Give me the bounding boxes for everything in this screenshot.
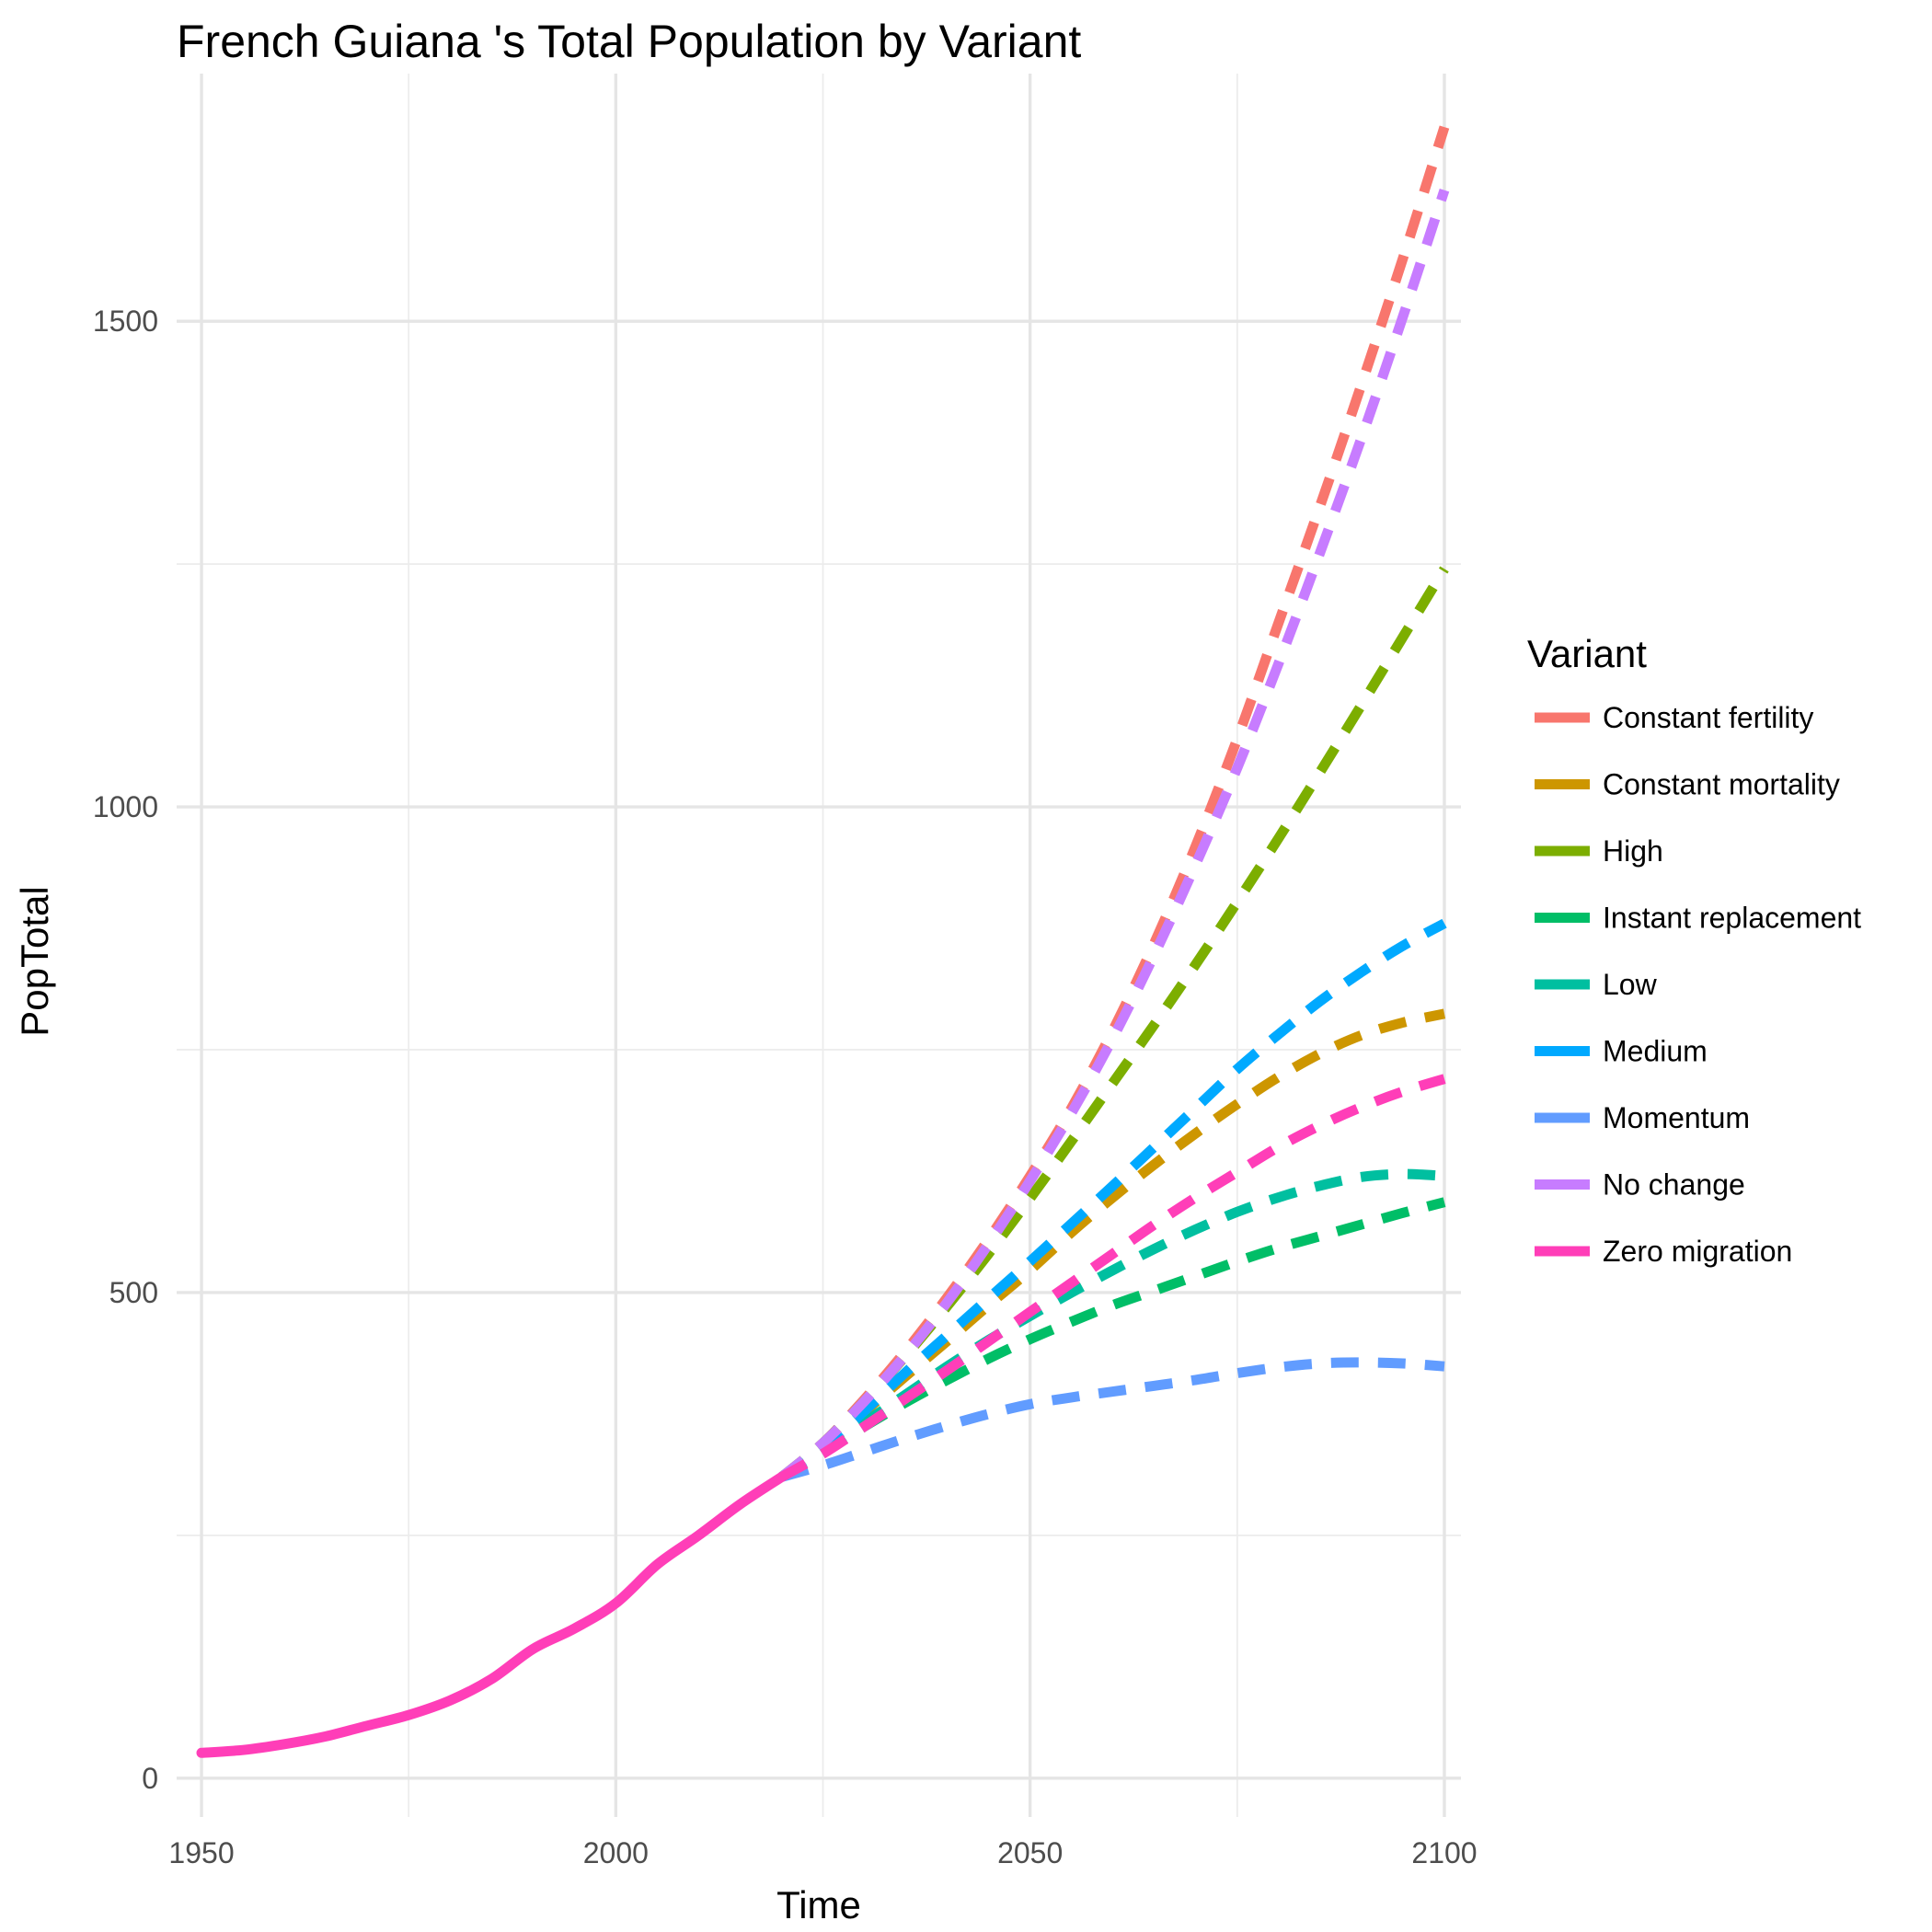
legend-label: Zero migration xyxy=(1603,1235,1792,1268)
legend-label: Constant mortality xyxy=(1603,768,1840,801)
series-line-constant-fertility xyxy=(777,125,1450,1481)
legend-label: Instant replacement xyxy=(1603,902,1861,935)
legend-title: Variant xyxy=(1527,632,1647,675)
y-tick-label: 0 xyxy=(142,1762,158,1795)
historical-line xyxy=(196,1472,787,1758)
legend: Variant Constant fertility Constant morta… xyxy=(1527,632,1861,1268)
legend-items: Constant fertility Constant mortality High… xyxy=(1535,701,1861,1268)
legend-label: No change xyxy=(1603,1168,1745,1202)
plot-lines xyxy=(196,125,1450,1758)
series-line-instant-replacement xyxy=(778,1197,1446,1482)
series-line-zero-migration xyxy=(778,1074,1446,1482)
series-line-low xyxy=(778,1168,1445,1482)
series-line-medium xyxy=(778,918,1447,1481)
x-axis-title: Time xyxy=(776,1883,861,1926)
x-tick-label: 2050 xyxy=(997,1836,1063,1869)
series-line-momentum xyxy=(780,1357,1445,1482)
series-line-no-change xyxy=(777,188,1450,1481)
y-tick-label: 1500 xyxy=(93,305,158,338)
legend-label: Medium xyxy=(1603,1035,1708,1068)
legend-label: High xyxy=(1603,834,1663,868)
y-axis-title: PopTotal xyxy=(13,886,56,1036)
legend-label: Momentum xyxy=(1603,1101,1750,1134)
y-tick-label: 500 xyxy=(109,1276,158,1309)
y-axis-ticks: 0 500 1000 1500 xyxy=(93,305,158,1795)
x-tick-label: 2100 xyxy=(1411,1836,1477,1869)
x-tick-label: 1950 xyxy=(168,1836,234,1869)
x-tick-label: 2000 xyxy=(583,1836,649,1869)
legend-label: Low xyxy=(1603,968,1658,1001)
grid xyxy=(177,74,1461,1817)
series-line-high xyxy=(777,566,1449,1481)
y-tick-label: 1000 xyxy=(93,790,158,823)
x-axis-ticks: 1950 2000 2050 2100 xyxy=(168,1836,1477,1869)
legend-label: Constant fertility xyxy=(1603,701,1813,734)
chart-title: French Guiana 's Total Population by Var… xyxy=(177,16,1081,67)
